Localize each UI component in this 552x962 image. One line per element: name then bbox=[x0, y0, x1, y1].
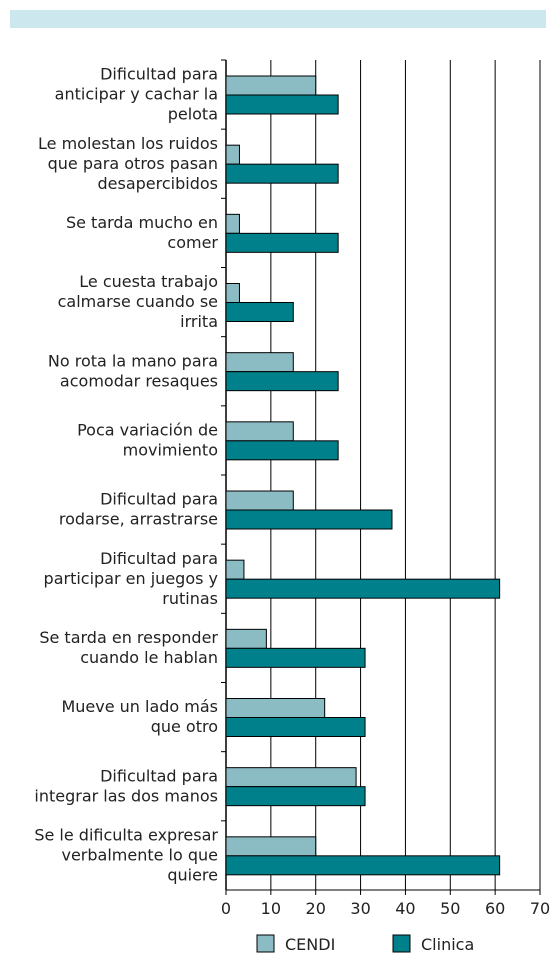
bar bbox=[225, 283, 240, 303]
bar bbox=[225, 509, 393, 530]
category-label: Le cuesta trabajo calmarse cuando se irrit… bbox=[58, 272, 218, 331]
x-tick-label: 20 bbox=[306, 899, 326, 918]
category-label: Le molestan los ruidos que para otros pas… bbox=[38, 134, 218, 193]
category-label: Se tarda en responder cuando le hablan bbox=[39, 628, 218, 667]
bar bbox=[225, 421, 294, 442]
bar bbox=[225, 836, 317, 857]
x-tick-label: 30 bbox=[350, 899, 370, 918]
bar bbox=[225, 698, 326, 718]
bar bbox=[225, 855, 501, 876]
legend-swatch bbox=[256, 934, 275, 953]
bar bbox=[225, 559, 245, 580]
bar bbox=[225, 213, 240, 234]
category-label: Dificultad para integrar las dos manos bbox=[34, 766, 218, 805]
bar bbox=[225, 94, 339, 115]
category-label: Dificultad para participar en juegos y rut… bbox=[44, 549, 218, 608]
x-tick-label: 0 bbox=[221, 899, 231, 918]
bar bbox=[225, 767, 357, 788]
bar bbox=[225, 352, 294, 373]
category-label: Dificultad para rodarse, arrastrarse bbox=[59, 490, 218, 529]
legend-label: Clinica bbox=[421, 935, 474, 954]
bar bbox=[225, 371, 339, 392]
bar bbox=[225, 490, 294, 511]
x-tick-label: 60 bbox=[485, 899, 505, 918]
legend-swatch bbox=[392, 934, 411, 953]
bar bbox=[225, 440, 339, 461]
header-strip bbox=[10, 10, 546, 28]
category-label: Poca variación de movimiento bbox=[77, 420, 218, 459]
bar bbox=[225, 628, 267, 649]
category-label: No rota la mano para acomodar resaques bbox=[48, 351, 218, 390]
x-tick-label: 70 bbox=[530, 899, 550, 918]
x-tick-label: 40 bbox=[395, 899, 415, 918]
category-label: Se tarda mucho en comer bbox=[66, 213, 218, 252]
bar bbox=[225, 75, 317, 96]
category-label: Se le dificulta expresar verbalmente lo q… bbox=[34, 825, 218, 884]
legend-label: CENDI bbox=[285, 935, 335, 954]
bar bbox=[225, 717, 366, 737]
bar bbox=[225, 144, 240, 165]
bar bbox=[225, 786, 366, 807]
bar bbox=[225, 232, 339, 253]
bar bbox=[225, 578, 501, 599]
category-label: Mueve un lado más que otro bbox=[61, 697, 218, 736]
bar bbox=[225, 163, 339, 184]
x-tick-label: 10 bbox=[261, 899, 281, 918]
x-tick-label: 50 bbox=[440, 899, 460, 918]
category-label: Dificultad para anticipar y cachar la pelo… bbox=[55, 65, 218, 124]
bar bbox=[225, 302, 294, 322]
bar bbox=[225, 647, 366, 668]
